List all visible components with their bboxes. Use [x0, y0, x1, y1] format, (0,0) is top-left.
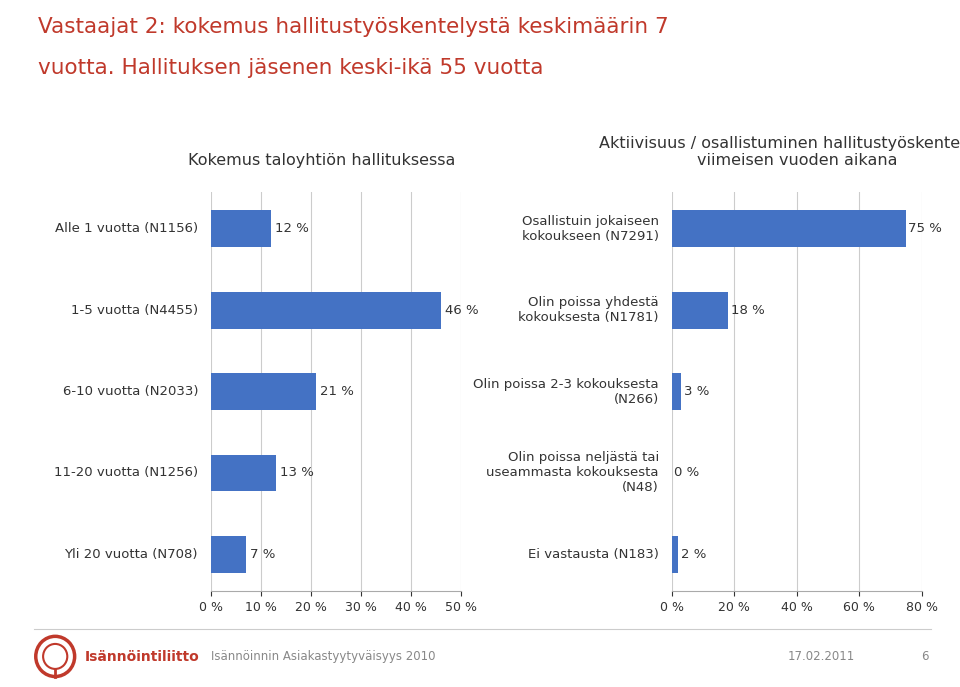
Text: 17.02.2011: 17.02.2011 — [787, 651, 854, 663]
Text: 7 %: 7 % — [251, 548, 276, 561]
Text: 2 %: 2 % — [681, 548, 707, 561]
Text: 6: 6 — [922, 651, 929, 663]
Text: Isännöinnin Asiakastyytyväisyys 2010: Isännöinnin Asiakastyytyväisyys 2010 — [211, 651, 436, 663]
Text: vuotta. Hallituksen jäsenen keski-ikä 55 vuotta: vuotta. Hallituksen jäsenen keski-ikä 55… — [38, 58, 544, 78]
Bar — [211, 373, 316, 410]
Bar — [211, 292, 441, 328]
Text: 13 %: 13 % — [280, 466, 314, 480]
Bar — [672, 536, 678, 573]
Text: 12 %: 12 % — [276, 223, 309, 235]
Text: 18 %: 18 % — [731, 304, 764, 317]
Text: Aktiivisuus / osallistuminen hallitustyöskentelyyn
viimeisen vuoden aikana: Aktiivisuus / osallistuminen hallitustyö… — [599, 136, 960, 168]
Text: 46 %: 46 % — [444, 304, 478, 317]
Bar — [211, 455, 276, 491]
Bar — [211, 536, 246, 573]
Text: Isännöintiliitto: Isännöintiliitto — [84, 650, 200, 664]
Bar — [672, 292, 728, 328]
Text: 0 %: 0 % — [675, 466, 700, 480]
Text: 21 %: 21 % — [320, 385, 354, 398]
Text: Vastaajat 2: kokemus hallitustyöskentelystä keskimäärin 7: Vastaajat 2: kokemus hallitustyöskentely… — [38, 17, 669, 37]
Bar — [672, 373, 682, 410]
Bar — [211, 210, 271, 247]
Text: 75 %: 75 % — [908, 223, 943, 235]
Text: 3 %: 3 % — [684, 385, 709, 398]
Bar — [672, 210, 906, 247]
Text: Kokemus taloyhtiön hallituksessa: Kokemus taloyhtiön hallituksessa — [188, 153, 455, 168]
